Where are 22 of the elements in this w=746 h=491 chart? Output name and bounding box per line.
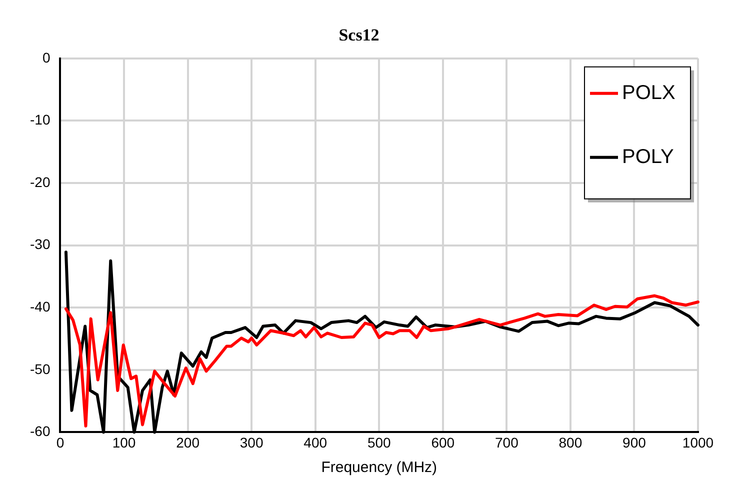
- y-tick-label: -40: [30, 298, 50, 314]
- x-tick-label: 100: [112, 434, 136, 450]
- x-tick-label: 300: [240, 434, 264, 450]
- y-tick-label: 0: [42, 49, 50, 66]
- y-tick-label: -50: [30, 360, 50, 377]
- legend-label: POLY: [622, 146, 674, 168]
- legend-label: POLX: [622, 82, 676, 104]
- x-axis-title: Frequency (MHz): [321, 459, 438, 476]
- x-tick-label: 400: [304, 434, 328, 450]
- x-tick-label: 0: [56, 434, 64, 450]
- x-tick-label: 800: [558, 434, 582, 450]
- x-tick-label: 900: [622, 434, 646, 450]
- y-tick-label: -20: [30, 174, 50, 190]
- x-tick-label: 1000: [682, 434, 714, 450]
- x-tick-label: 600: [431, 434, 455, 450]
- x-tick-label: 500: [367, 434, 392, 450]
- x-tick-label: 200: [176, 434, 200, 450]
- y-tick-label: -10: [30, 112, 50, 128]
- x-tick-label: 700: [494, 434, 519, 450]
- chart-title: Scs12: [338, 26, 380, 45]
- y-tick-label: -30: [30, 236, 50, 252]
- y-tick-label: -60: [30, 423, 50, 440]
